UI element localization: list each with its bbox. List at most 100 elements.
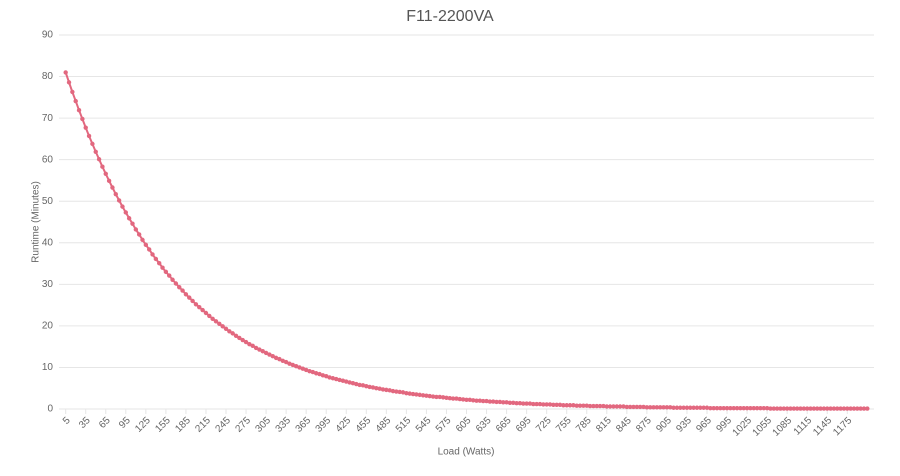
x-tick-label: 725 [534, 415, 554, 435]
point [781, 406, 787, 411]
x-tick-label: 65 [97, 415, 113, 431]
x-tick-label: 425 [334, 415, 354, 435]
x-tick-label: 1145 [811, 415, 834, 438]
point [470, 398, 476, 403]
point [364, 383, 369, 389]
x-tick-label: 275 [233, 415, 253, 435]
y-tick-label: 70 [42, 113, 54, 124]
point [681, 405, 686, 410]
point [668, 405, 673, 410]
point [334, 376, 339, 382]
x-tick-label: 395 [314, 415, 334, 435]
point [634, 404, 640, 410]
x-tick-label: 935 [674, 415, 694, 435]
point [534, 401, 539, 407]
point [808, 406, 813, 411]
point [761, 405, 766, 411]
point [865, 406, 870, 411]
point [524, 401, 529, 406]
point [591, 403, 596, 409]
x-tick-label: 665 [494, 415, 514, 435]
point [300, 366, 306, 371]
point [671, 405, 676, 410]
point [521, 401, 526, 406]
x-tick-label: 5 [61, 415, 73, 427]
point [494, 399, 499, 405]
point [167, 273, 172, 278]
point [751, 405, 756, 411]
point [344, 379, 349, 384]
point [143, 242, 149, 248]
point [748, 405, 753, 411]
point [464, 397, 469, 403]
point [350, 381, 356, 386]
point [507, 400, 513, 405]
point [70, 89, 75, 95]
point [63, 70, 68, 75]
point [203, 310, 209, 316]
point [110, 185, 115, 190]
point [811, 406, 817, 411]
point [601, 403, 606, 409]
point [324, 373, 329, 379]
point [427, 393, 432, 399]
point [404, 391, 409, 396]
point [768, 406, 773, 411]
point [557, 402, 563, 408]
point [290, 362, 296, 368]
point [617, 404, 623, 409]
point [223, 326, 229, 331]
point [394, 389, 399, 394]
point [724, 405, 730, 411]
point [257, 347, 262, 352]
point [481, 398, 486, 404]
point [728, 405, 733, 411]
point [838, 406, 843, 411]
point [93, 149, 98, 154]
point [417, 392, 422, 398]
x-tick-label: 155 [153, 415, 173, 435]
y-tick-label: 0 [47, 404, 53, 415]
point [227, 329, 232, 334]
point [217, 321, 222, 327]
point [574, 403, 579, 408]
point [484, 398, 489, 404]
point [511, 400, 516, 405]
x-tick-label: 1175 [831, 415, 854, 438]
point [517, 400, 523, 406]
point [738, 405, 743, 411]
point [678, 405, 683, 410]
point [467, 397, 473, 403]
point [190, 298, 195, 304]
point [367, 384, 372, 390]
x-tick-label: 815 [594, 415, 614, 435]
point [354, 381, 359, 387]
point [263, 350, 269, 356]
point [160, 265, 165, 270]
point [688, 405, 693, 410]
point [764, 405, 770, 411]
point [754, 405, 760, 411]
y-tick-label: 30 [42, 279, 54, 290]
point [447, 395, 452, 401]
point [861, 406, 867, 411]
point [611, 404, 616, 409]
point [90, 141, 95, 147]
point [651, 405, 656, 410]
chart-title: F11-2200VA [406, 8, 494, 25]
point [577, 403, 583, 408]
point [384, 387, 389, 393]
point [173, 281, 179, 286]
point [551, 402, 556, 408]
point [821, 406, 827, 411]
point [487, 399, 493, 404]
point [684, 405, 690, 410]
point [701, 405, 706, 410]
point [73, 98, 78, 104]
point [661, 405, 666, 410]
point [731, 405, 736, 411]
point [778, 406, 783, 411]
point [537, 401, 543, 407]
point [434, 394, 439, 400]
point [567, 403, 573, 408]
